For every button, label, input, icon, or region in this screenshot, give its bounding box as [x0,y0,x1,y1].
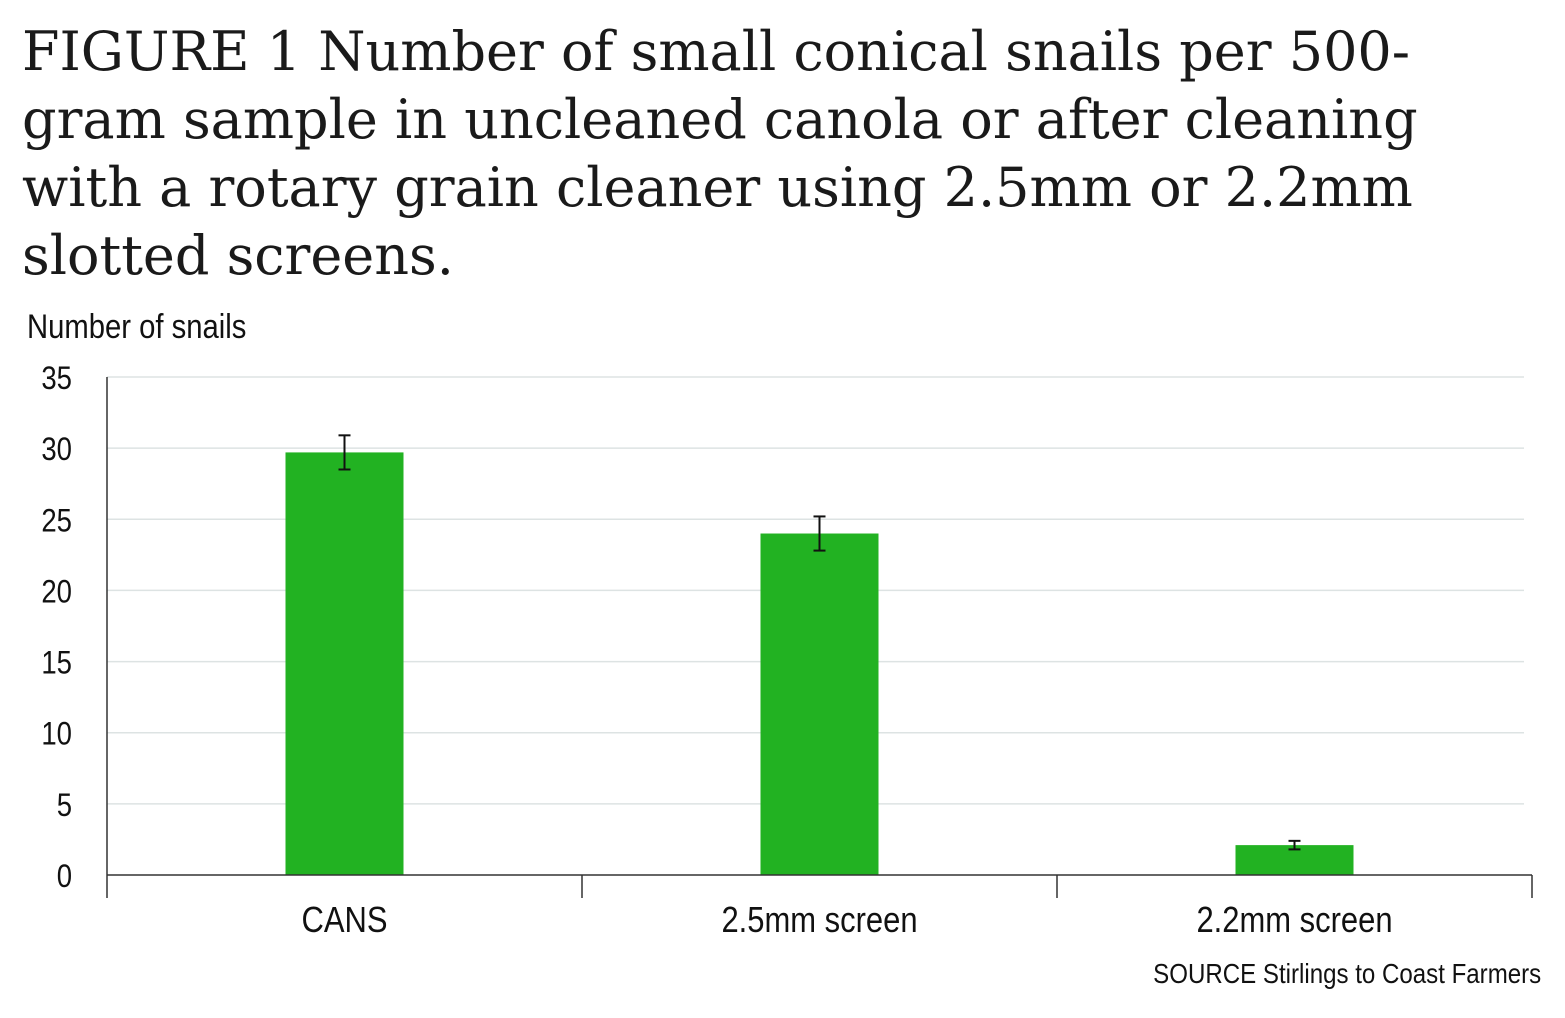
chart-title: FIGURE 1 Number of small conical snails … [22,20,1418,287]
y-tick-label: 20 [41,575,72,610]
bars [285,452,1354,875]
error-bar [1288,839,1301,851]
y-tick-label: 10 [41,717,72,752]
y-tick-label: 0 [57,859,72,894]
y-tick-label: 25 [41,503,72,538]
error-bar [813,515,826,552]
axes [106,377,1533,898]
y-axis-label: Number of snails [27,308,247,346]
y-tick-labels: 0 5 10 15 20 25 30 35 [41,361,72,894]
x-tick-labels: CANS 2.5mm screen 2.2mm screen [302,901,1393,941]
x-tick-label: 2.5mm screen [721,901,917,941]
y-tick-label: 35 [41,361,72,396]
error-bar [338,434,351,471]
bar-cans [285,452,404,875]
error-bars [338,434,1301,851]
bar-2-5mm-screen [760,533,879,875]
y-tick-label: 15 [41,646,72,681]
x-tick-label: 2.2mm screen [1196,901,1392,941]
source-note: SOURCE Stirlings to Coast Farmers [1152,958,1541,989]
x-tick-label: CANS [302,901,388,941]
y-tick-label: 5 [57,788,72,823]
y-tick-label: 30 [41,432,72,467]
